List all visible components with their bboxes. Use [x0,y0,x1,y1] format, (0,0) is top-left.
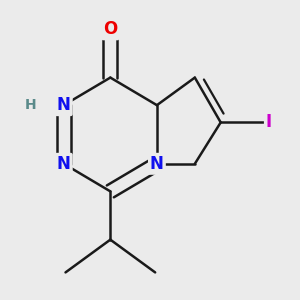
Text: N: N [57,155,71,173]
Text: H: H [25,98,37,112]
Text: N: N [150,155,164,173]
Text: I: I [266,113,272,131]
Text: N: N [57,96,71,114]
Text: O: O [103,20,118,38]
